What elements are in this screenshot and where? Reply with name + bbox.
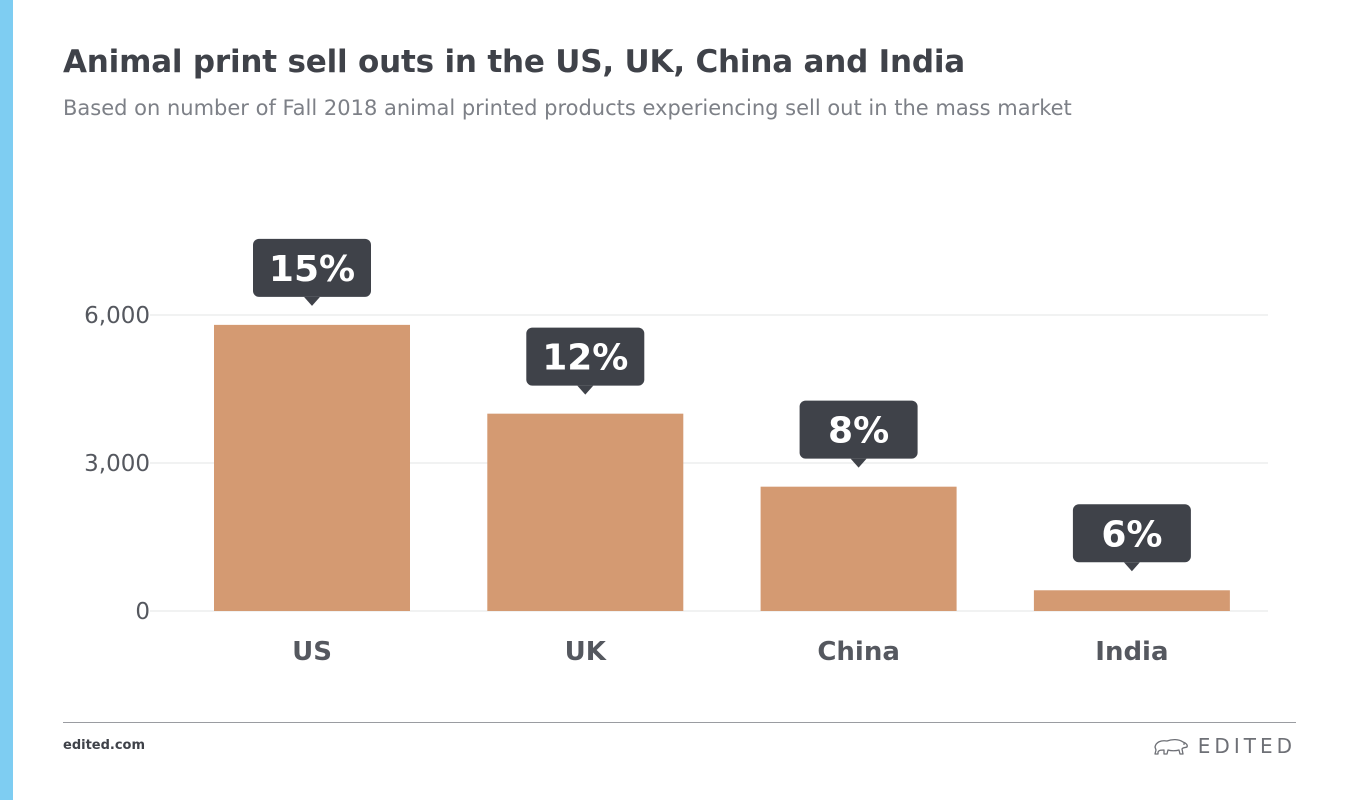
chart-subtitle: Based on number of Fall 2018 animal prin… [63,96,1072,120]
brand-name: EDITED [1197,734,1296,758]
y-tick-label: 6,000 [84,303,150,329]
footer-url[interactable]: edited.com [63,738,146,753]
x-tick-label: China [817,637,900,667]
x-tick-label: UK [565,637,607,667]
data-label: 15% [269,249,355,290]
data-label-pointer [304,296,320,306]
data-label-box [526,327,645,386]
data-label-pointer [1123,562,1140,572]
data-label: 12% [542,338,628,379]
data-label-box [799,400,918,459]
data-label: 8% [828,411,889,452]
x-tick-label: India [1095,637,1168,667]
accent-bar [0,0,13,800]
data-label-pointer [577,385,594,395]
data-label-box [1072,504,1191,563]
footer-divider [63,722,1296,723]
bar [760,486,957,611]
bar [1033,590,1230,611]
y-tick-label: 3,000 [84,451,150,477]
data-label-pointer [850,458,867,468]
chart-title: Animal print sell outs in the US, UK, Ch… [63,44,966,80]
bar-chart: 0 3,000 6,000 US 15% UK 12% China 8% India 6% [84,238,1268,667]
y-tick-label: 0 [135,599,150,625]
data-label: 6% [1101,514,1162,555]
brand-logo: EDITED [1152,734,1296,758]
x-tick-label: US [292,637,332,667]
bar [214,324,410,611]
bar [487,413,684,611]
polar-bear-icon [1154,738,1188,755]
data-label-box [253,238,371,297]
